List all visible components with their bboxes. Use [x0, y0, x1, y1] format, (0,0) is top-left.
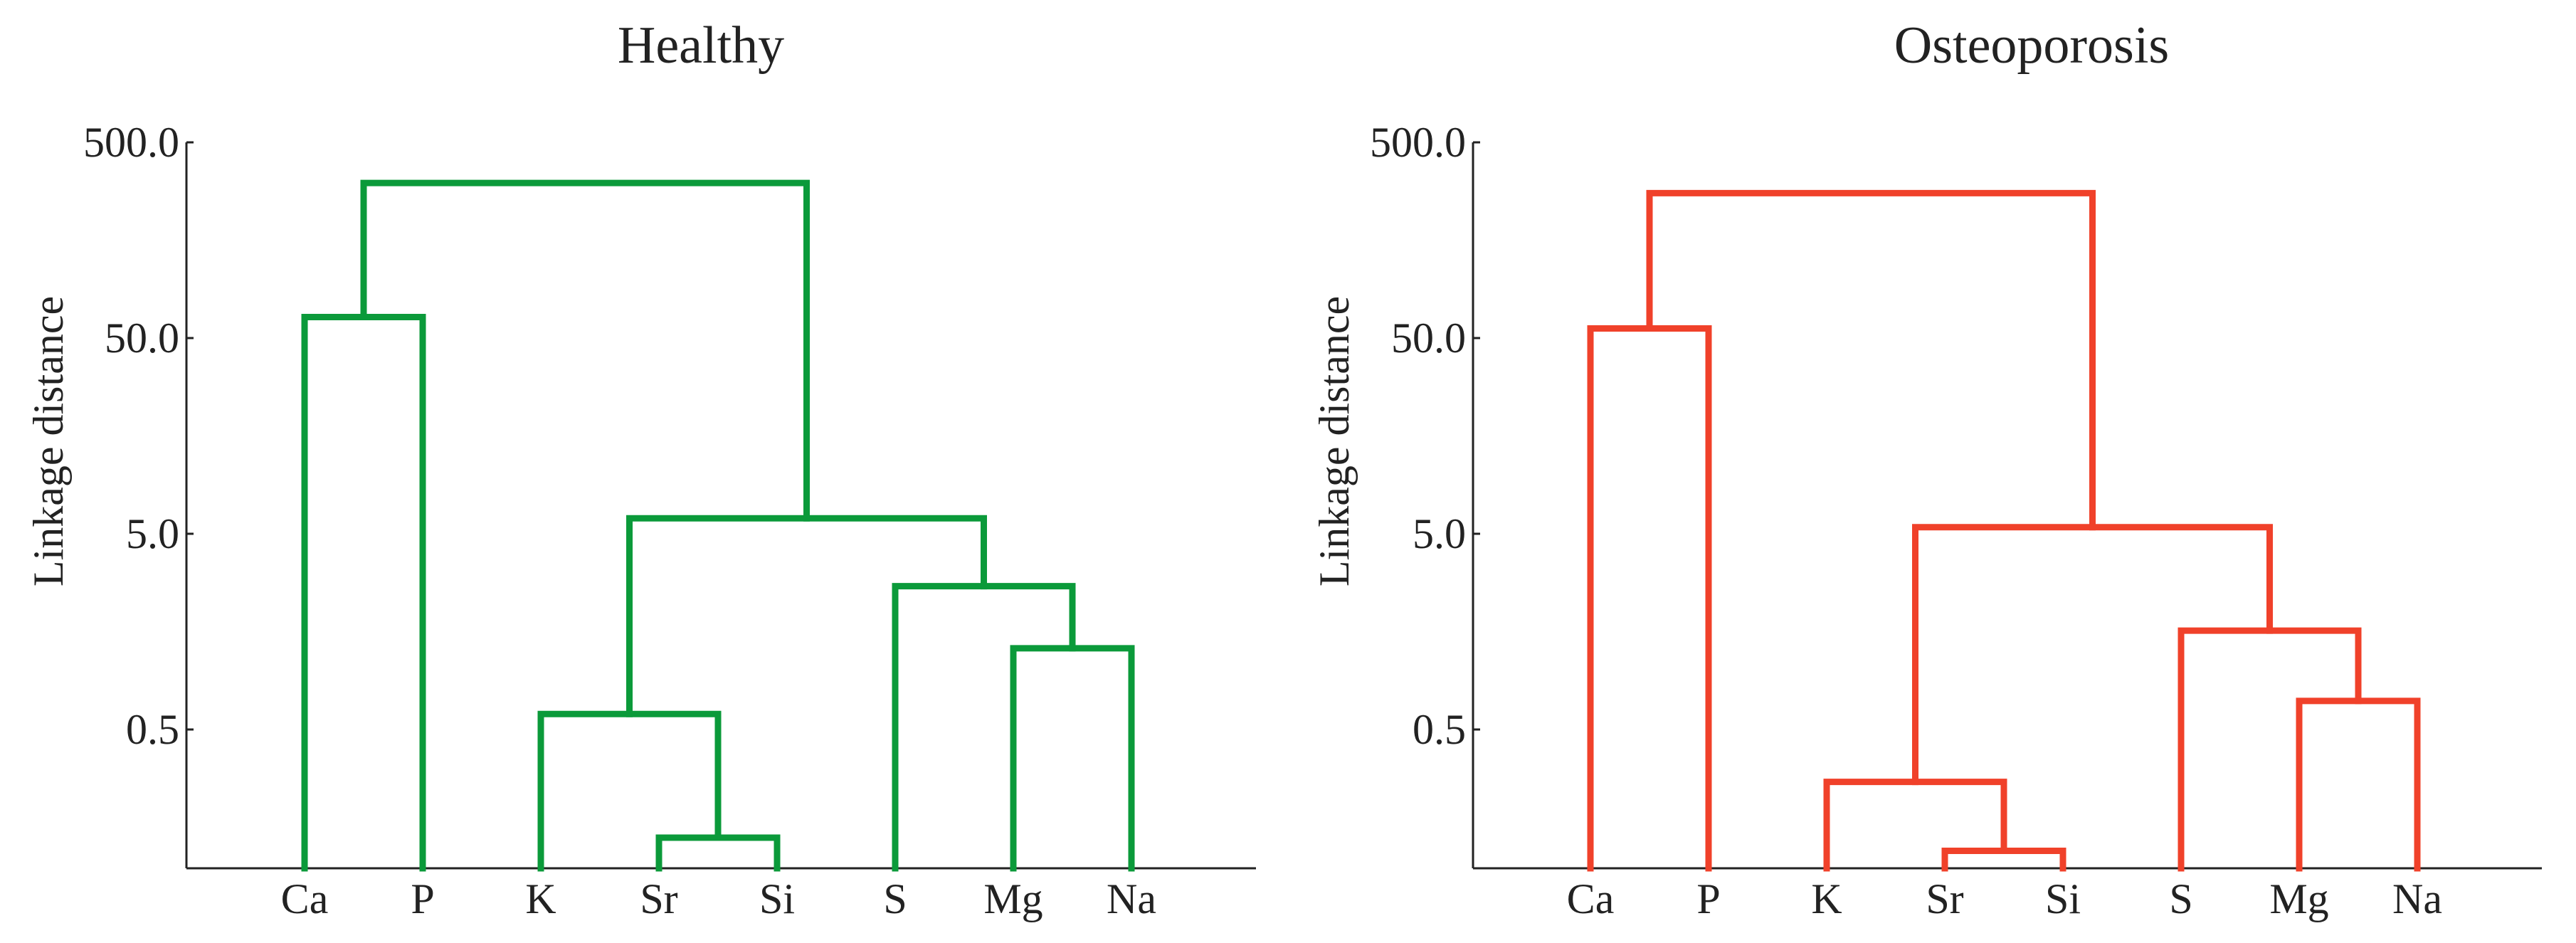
leaf-label: S [883, 875, 907, 922]
y-ticks-osteoporosis: 0.5 5.0 50.0 500.0 [1370, 119, 1480, 753]
leaf-label: K [525, 875, 556, 922]
leaf-label: S [2169, 875, 2192, 922]
dendrogram-link-ca-p [1587, 325, 1712, 872]
leaf-label: Sr [640, 875, 677, 922]
leaf-label: K [1811, 875, 1842, 922]
dendrogram-link-s-mg-na [892, 583, 1076, 872]
panel-healthy: Healthy Linkage distance 0.5 5.0 50.0 50… [25, 16, 1256, 922]
leaf-label: P [411, 875, 434, 922]
dendrogram-link-k-sr-si-s-mg-na [1912, 524, 2273, 786]
leaf-label: P [1696, 875, 1720, 922]
leaf-label: Si [2045, 875, 2081, 922]
leaf-label: Mg [2269, 875, 2328, 922]
leaf-label: Ca [281, 875, 329, 922]
dendrogram-link-k-sr-si [537, 710, 722, 872]
dendrogram-links-osteoporosis [1587, 189, 2421, 872]
leaf-label: Sr [1926, 875, 1963, 922]
dendrogram-link-sr-si [655, 834, 781, 872]
dendrogram-link-s-mg-na [2178, 627, 2362, 872]
leaf-label: Mg [983, 875, 1042, 922]
leaf-label: Na [1107, 875, 1156, 922]
leaf-label: Na [2392, 875, 2442, 922]
leaf-label: Si [759, 875, 795, 922]
dendrogram-link-ca-p [301, 314, 426, 872]
y-axis-label-healthy: Linkage distance [25, 296, 72, 586]
y-tick-label: 50.0 [1391, 315, 1466, 362]
dendrogram-link-ca-p-k-sr-si-s-mg-na [1646, 189, 2096, 531]
y-ticks-healthy: 0.5 5.0 50.0 500.0 [83, 119, 194, 753]
y-tick-label: 50.0 [105, 315, 179, 362]
panel-osteoporosis: Osteoporosis Linkage distance 0.5 5.0 50… [1311, 16, 2542, 922]
dendrogram-link-k-sr-si-s-mg-na [626, 515, 987, 717]
chart-title-healthy: Healthy [618, 16, 784, 75]
leaf-label: Ca [1567, 875, 1615, 922]
y-tick-label: 0.5 [1413, 706, 1466, 753]
dendrogram-link-ca-p-k-sr-si-s-mg-na [360, 179, 810, 522]
dendrogram-link-mg-na [2296, 697, 2421, 872]
y-tick-label: 0.5 [126, 706, 179, 753]
y-tick-label: 5.0 [1413, 510, 1466, 557]
y-axis-label-osteoporosis: Linkage distance [1311, 296, 1358, 586]
y-tick-label: 5.0 [126, 510, 179, 557]
chart-title-osteoporosis: Osteoporosis [1894, 16, 2169, 75]
y-tick-label: 500.0 [1370, 119, 1466, 166]
dendrogram-links-healthy [301, 179, 1135, 872]
x-tick-labels-healthy: Ca P K Sr Si S Mg Na [281, 875, 1156, 922]
dendrogram-link-mg-na [1010, 645, 1135, 872]
y-tick-label: 500.0 [83, 119, 179, 166]
dendrogram-link-k-sr-si [1823, 779, 2007, 872]
x-tick-labels-osteoporosis: Ca P K Sr Si S Mg Na [1567, 875, 2442, 922]
